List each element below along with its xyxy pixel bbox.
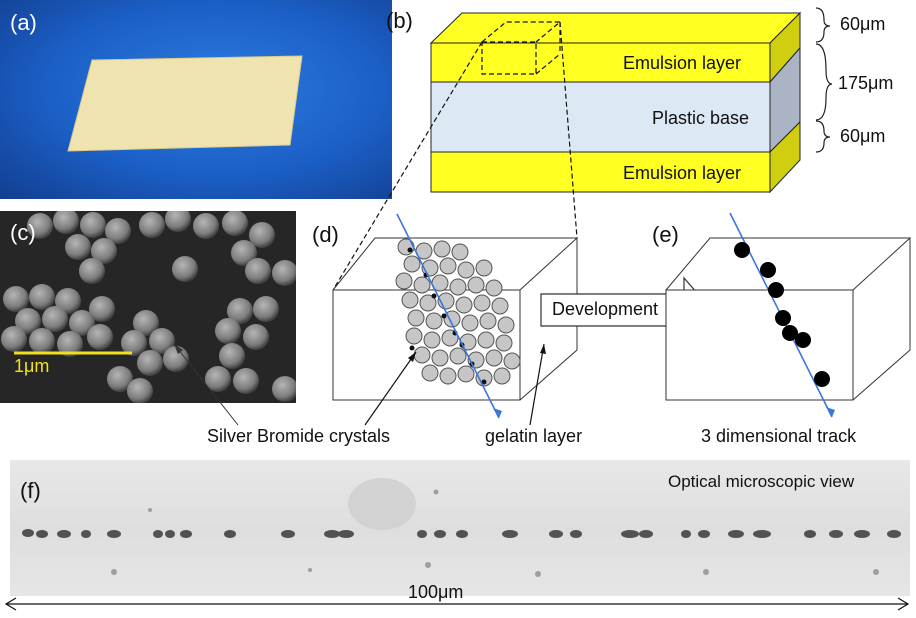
gelatin-pointer [529, 343, 545, 426]
zoom-line-right [559, 21, 578, 239]
crystals-label: Silver Bromide crystals [207, 426, 391, 446]
emulsion-top-label: Emulsion layer [623, 53, 742, 73]
film-block [332, 7, 833, 291]
crystal-pointer-d [364, 351, 417, 426]
dimension-braces [815, 7, 833, 153]
zoom-selection-box [481, 21, 562, 75]
track-arrow-d [493, 408, 502, 418]
emulsion-top-layer [430, 42, 771, 83]
sem-scale-label: 1μm [14, 356, 50, 376]
emulsion-top-face [429, 12, 802, 44]
scale-label: 100μm [408, 582, 464, 602]
crystal-pointer-c [173, 343, 239, 426]
panel-a-label: (a) [10, 10, 37, 35]
sem-crystals [1, 211, 296, 403]
scale-arrow-right [897, 597, 910, 611]
emulsion-bottom-label: Emulsion layer [623, 163, 742, 183]
panel-d-label: (d) [312, 222, 339, 247]
developed-grains [734, 242, 830, 387]
panel-a-photo [0, 0, 392, 199]
scale-arrow-left [4, 597, 17, 611]
background-specks [111, 489, 879, 577]
background-blur [348, 478, 416, 530]
gelatin-label: gelatin layer [485, 426, 583, 446]
panel-f-microscope-view [10, 460, 910, 596]
silver-bromide-grains [395, 238, 521, 387]
developed-box [665, 237, 912, 401]
panel-c-label: (c) [10, 220, 36, 245]
zoom-line-left [332, 41, 483, 291]
emulsion-bottom-layer [430, 151, 771, 193]
panel-f-label: (f) [20, 478, 41, 503]
particle-track-d [396, 213, 500, 419]
diagram-lineart [173, 7, 912, 426]
crystal-pointer-d-head [408, 352, 416, 362]
dim-top-label: 60μm [840, 14, 886, 34]
gelatin-pointer-head [540, 344, 546, 354]
crystal-pointer-c-head [174, 344, 183, 354]
film-sheet [67, 55, 303, 152]
panel-b-label: (b) [386, 8, 413, 33]
track-arrow-e [826, 407, 835, 417]
plastic-base-layer [430, 81, 771, 153]
sem-grain-cluster [1, 211, 296, 403]
track-label: 3 dimensional track [701, 426, 857, 446]
microscope-track-grains [22, 478, 901, 577]
microscope-title: Optical microscopic view [668, 472, 855, 491]
dim-bottom-label: 60μm [840, 126, 886, 146]
film-sheet-illustration [67, 55, 303, 152]
development-label: Development [552, 299, 659, 319]
plastic-base-label: Plastic base [652, 108, 750, 128]
panel-c-sem-image [0, 211, 296, 403]
dim-mid-label: 175μm [838, 73, 894, 93]
panel-e-label: (e) [652, 222, 679, 247]
track-grains [22, 529, 901, 538]
